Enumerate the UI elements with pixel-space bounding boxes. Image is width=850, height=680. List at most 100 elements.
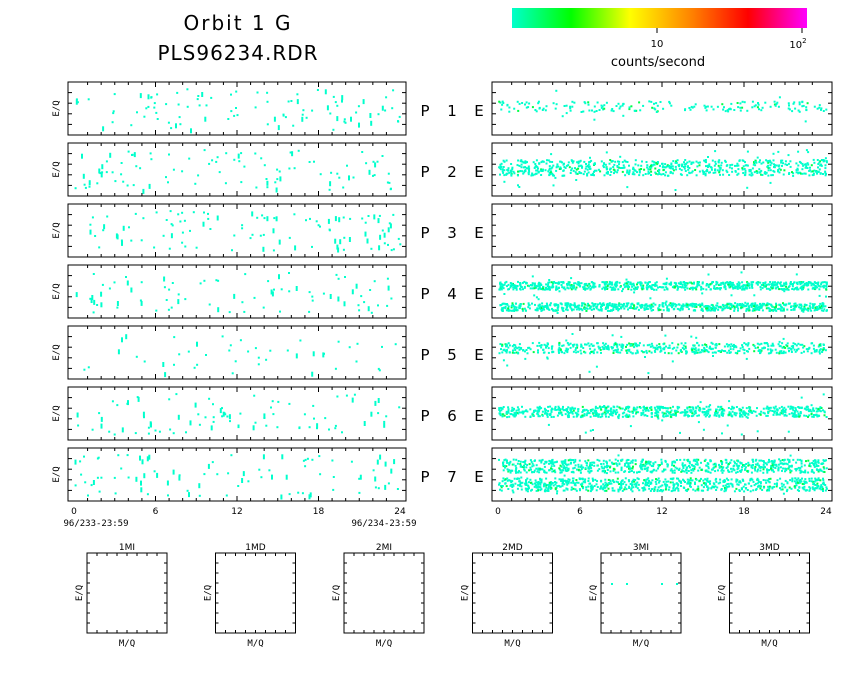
row-label-p: P (420, 407, 429, 425)
ylabel-eq: E/Q (52, 283, 62, 299)
right-panel-p5 (491, 325, 833, 380)
panel-ticks (492, 448, 832, 501)
panel-ticks (68, 448, 406, 501)
spectrogram-data (498, 333, 827, 375)
x-tick-label: 18 (313, 507, 325, 517)
panel-ticks (492, 265, 832, 318)
ylabel-eq: E/Q (52, 100, 62, 116)
ylabel-eq: E/Q (52, 405, 62, 421)
ylabel-eq: E/Q (52, 344, 62, 360)
mass-panel-ticks (601, 553, 681, 633)
mass-panel-ticks (215, 553, 296, 633)
spectrogram-data (76, 393, 401, 436)
x-tick-label: 0 (495, 507, 501, 517)
mass-xlabel: M/Q (247, 639, 263, 649)
mass-panel-2mi: 2MI E/Q M/Q (332, 543, 425, 649)
row-label-num: 5 (447, 346, 457, 364)
left-panel-p4 (67, 264, 407, 319)
mass-ylabel: E/Q (332, 585, 342, 601)
row-label-p: P (420, 224, 429, 242)
panel-frame (67, 264, 407, 319)
left-panel-p3 (67, 203, 407, 258)
mass-panel-1mi: 1MI E/Q M/Q (75, 543, 168, 649)
right-panel-p1 (491, 81, 833, 136)
row-label-num: 1 (447, 102, 457, 120)
panel-frame (67, 203, 407, 258)
start-time-label: 96/233-23:59 (63, 519, 128, 529)
panel-frame (67, 386, 407, 441)
spectrogram-data (75, 88, 401, 134)
right-panel-p6 (491, 386, 833, 441)
ylabel-eq: E/Q (52, 222, 62, 238)
mass-ylabel: E/Q (461, 585, 471, 601)
x-tick-label: 12 (656, 507, 667, 517)
spectrogram-panels: E/Q P 1 EE/Q P 2 EE/Q P 3 EE/Q P 4 EE/Q P 5 EE/Q P 6 EE/Q P… (52, 81, 833, 502)
panel-row-p3: E/Q P 3 E (52, 203, 833, 258)
mass-panel-frame (729, 552, 810, 634)
row-label-e: E (474, 285, 483, 303)
mass-ylabel: E/Q (718, 585, 728, 601)
right-panel-p7 (491, 447, 833, 502)
panel-row-p5: E/Q P 5 E (52, 325, 833, 380)
mass-panel-ticks (472, 553, 553, 633)
panel-ticks (68, 326, 406, 379)
spectrogram-data (74, 454, 399, 500)
title-line-1: Orbit 1 G (184, 11, 293, 35)
mass-panel-2md: 2MD E/Q M/Q (461, 543, 553, 649)
spectrogram-data (75, 272, 393, 314)
row-label-e: E (474, 407, 483, 425)
mass-panel-title: 2MI (376, 543, 392, 553)
mass-panel-frame (343, 552, 425, 634)
mass-xlabel: M/Q (119, 639, 135, 649)
right-panel-p2 (491, 142, 833, 197)
panel-ticks (492, 387, 832, 440)
mass-panel-ticks (729, 553, 810, 633)
panel-ticks (492, 82, 832, 135)
row-label-p: P (420, 468, 429, 486)
mass-panel-title: 3MD (759, 543, 779, 553)
row-label-e: E (474, 346, 483, 364)
panel-row-p4: E/Q P 4 E (52, 264, 833, 319)
panel-frame (491, 447, 833, 502)
x-tick-label: 24 (820, 507, 832, 517)
spectrogram-data (83, 334, 397, 378)
mass-data-point (611, 583, 613, 585)
mass-spectra-panels: 1MI E/Q M/Q 1MD E/Q M/Q 2MI E/Q M/Q 2MD E/Q M/Q 3MI E… (75, 543, 810, 649)
mass-ylabel: E/Q (204, 585, 214, 601)
mass-xlabel: M/Q (376, 639, 392, 649)
panel-ticks (68, 387, 406, 440)
mass-panel-frame (472, 552, 553, 634)
colorbar-tick-label-10: 10 (651, 39, 664, 50)
mass-panel-3md: 3MD E/Q M/Q (718, 543, 810, 649)
panel-ticks (68, 143, 406, 196)
mass-panel-title: 3MI (633, 543, 649, 553)
mass-data-point (676, 583, 678, 585)
mass-panel-ticks (344, 553, 424, 633)
x-tick-label: 6 (153, 507, 159, 517)
title-line-2: PLS96234.RDR (157, 41, 318, 65)
row-label-num: 4 (447, 285, 457, 303)
colorbar-label: counts/second (611, 55, 705, 70)
mass-ylabel: E/Q (75, 585, 85, 601)
panel-frame (67, 142, 407, 197)
row-label-p: P (420, 346, 429, 364)
panel-row-p7: E/Q P 7 E (52, 447, 833, 502)
left-panel-p7 (67, 447, 407, 502)
colorbar-tick-label-100-exp: 2 (802, 37, 806, 45)
x-tick-label: 18 (738, 507, 750, 517)
spectrogram-data (498, 149, 828, 191)
x-axis-left: 0 6 12 18 24 (71, 507, 406, 517)
row-label-num: 7 (447, 468, 457, 486)
panel-row-p1: E/Q P 1 E (52, 81, 833, 136)
spectrogram-data (89, 210, 402, 253)
mass-panel-frame (215, 552, 296, 634)
left-panel-p2 (67, 142, 407, 197)
row-label-e: E (474, 224, 483, 242)
panel-ticks (492, 204, 832, 257)
mass-xlabel: M/Q (761, 639, 777, 649)
ylabel-eq: E/Q (52, 161, 62, 177)
mass-panel-title: 1MI (119, 543, 135, 553)
panel-frame (67, 447, 407, 502)
row-label-num: 3 (447, 224, 457, 242)
spectrogram-data (498, 454, 828, 495)
